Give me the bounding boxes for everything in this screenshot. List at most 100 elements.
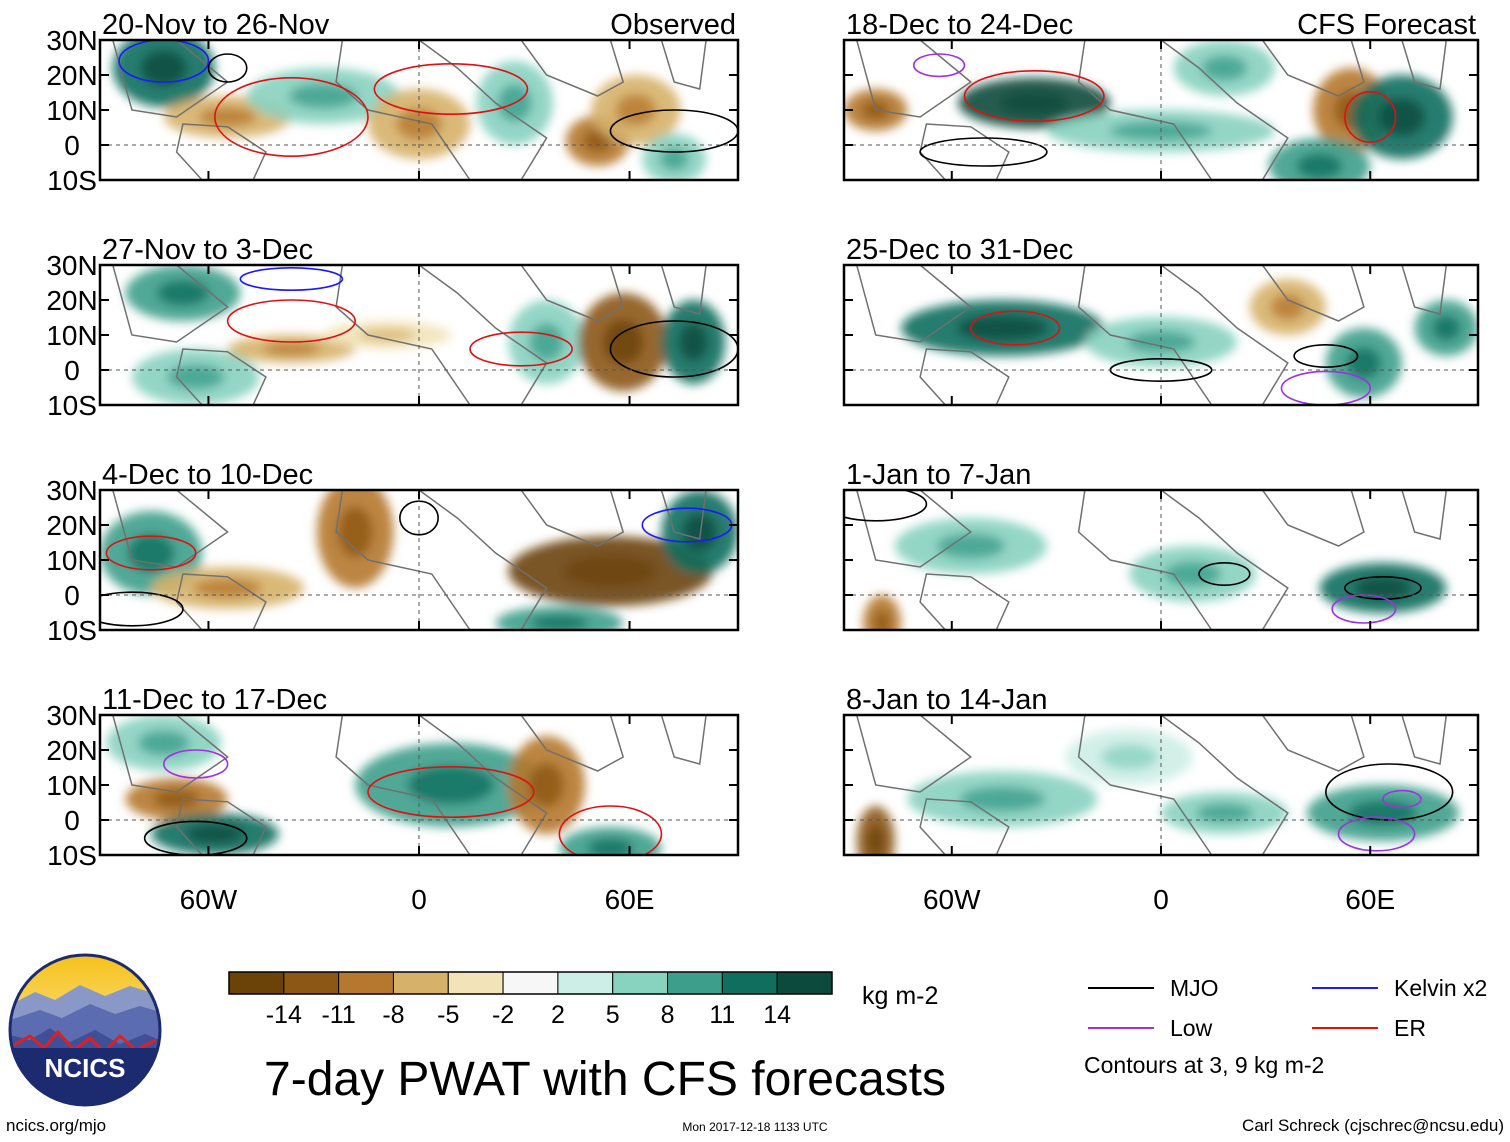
wave-contour [207, 53, 248, 83]
contour-legend: MJO Kelvin x2 Low ER [1088, 975, 1487, 1041]
wave-contour [105, 535, 197, 571]
colorbar-tick-label: -11 [321, 1001, 355, 1029]
panel-source-label: Observed [610, 9, 736, 41]
coastline [1401, 40, 1448, 90]
coastline [175, 348, 267, 405]
wave-contour [912, 53, 966, 78]
colorbar-tick-label: 5 [606, 1001, 620, 1029]
map-panel: 18-Dec to 24-Dec CFS Forecast [842, 9, 1480, 182]
map-panel: 1-Jan to 7-Jan [842, 459, 1480, 632]
lat-label: 10N [46, 320, 97, 351]
coastline [175, 573, 267, 630]
wave-contour [609, 109, 738, 153]
lat-label: 10S [47, 390, 97, 421]
panel-title: 8-Jan to 14-Jan [846, 684, 1048, 716]
wave-contour [1382, 789, 1422, 809]
legend-label: Low [1170, 1015, 1213, 1041]
coastline [112, 490, 229, 568]
lat-label: 10S [47, 840, 97, 871]
coastline [335, 265, 548, 405]
wave-contour [226, 299, 356, 343]
coastline [520, 40, 625, 97]
logo-text: NCICS [45, 1053, 126, 1083]
map-panels: 20-Nov to 26-Nov Observed30N20N10N010S27-… [46, 9, 1480, 915]
wave-contour [963, 70, 1105, 123]
coastline [1261, 715, 1365, 772]
coastline [520, 265, 625, 322]
map-panel: 20-Nov to 26-Nov Observed 30N 20N 10N 0 10S [46, 9, 740, 196]
colorbar-tick-label: 2 [551, 1001, 565, 1029]
map-panel: 8-Jan to 14-Jan 60W 0 60E [842, 684, 1480, 915]
lat-label: 30N [46, 25, 97, 56]
lon-label: 0 [1153, 884, 1169, 915]
lon-label: 60E [605, 884, 655, 915]
panel-title: 1-Jan to 7-Jan [846, 459, 1031, 491]
footer-timestamp: Mon 2017-12-18 1133 UTC [682, 1120, 828, 1134]
colorbar-swatch [557, 971, 614, 995]
coastline [855, 490, 973, 568]
wave-contour [1280, 370, 1372, 405]
panel-source-label: CFS Forecast [1297, 9, 1476, 41]
colorbar-tick-label: -2 [492, 1001, 514, 1029]
wave-contour [118, 40, 210, 83]
panel-title: 18-Dec to 24-Dec [846, 9, 1073, 41]
coastline [175, 798, 267, 855]
coastline [1077, 40, 1289, 180]
lat-label: 0 [64, 130, 80, 161]
coastline [919, 348, 1010, 405]
coastline [1261, 490, 1365, 547]
coastline [855, 715, 973, 793]
panel-title: 20-Nov to 26-Nov [102, 9, 330, 41]
coastline [1401, 715, 1448, 765]
colorbar-tick-label: 8 [661, 1001, 675, 1029]
coastline [919, 798, 1010, 855]
coastline [520, 490, 625, 547]
coastline [1077, 265, 1289, 405]
lat-label: 30N [46, 475, 97, 506]
colorbar-swatch [612, 971, 669, 995]
wave-contour [214, 77, 369, 158]
wave-contour [558, 805, 663, 855]
lat-label: 0 [64, 805, 80, 836]
colorbar-swatch [447, 971, 504, 995]
panel-title: 4-Dec to 10-Dec [102, 459, 313, 491]
wave-contour [1331, 594, 1397, 624]
map-panel: 25-Dec to 31-Dec [842, 234, 1480, 407]
wave-contour [367, 765, 535, 818]
lon-label: 60E [1345, 884, 1395, 915]
lat-label: 20N [46, 285, 97, 316]
lat-label: 10S [47, 165, 97, 196]
wave-contour [919, 137, 1048, 167]
main-title: 7-day PWAT with CFS forecasts [264, 1053, 946, 1106]
coastline [1401, 265, 1448, 315]
colorbar-swatch [228, 971, 285, 995]
colorbar-tick-label: 11 [709, 1001, 735, 1029]
colorbar-tick-label: -8 [382, 1001, 404, 1029]
lat-label: 20N [46, 60, 97, 91]
coastline [1401, 490, 1448, 540]
coastline [855, 40, 973, 118]
legend-label: Kelvin x2 [1394, 975, 1487, 1001]
coastline [660, 40, 707, 90]
lon-label: 60W [923, 884, 981, 915]
footer-url: ncics.org/mjo [6, 1116, 106, 1135]
colorbar-swatch [283, 971, 340, 995]
coastline [855, 265, 973, 343]
colorbar: -14 -11 -8 -5 -2 2 5 8 11 14 [228, 971, 833, 1029]
coastline [1077, 490, 1289, 630]
colorbar-swatch [392, 971, 449, 995]
coastline [335, 715, 548, 855]
lat-label: 10N [46, 95, 97, 126]
lat-label: 0 [64, 355, 80, 386]
colorbar-swatch [776, 971, 833, 995]
wave-contour [373, 62, 529, 116]
wave-contour [1198, 561, 1251, 586]
legend-note: Contours at 3, 9 kg m-2 [1084, 1052, 1324, 1078]
coastline [660, 265, 707, 315]
lon-label: 0 [411, 884, 427, 915]
coastline [112, 40, 229, 118]
colorbar-units: kg m-2 [862, 982, 938, 1010]
